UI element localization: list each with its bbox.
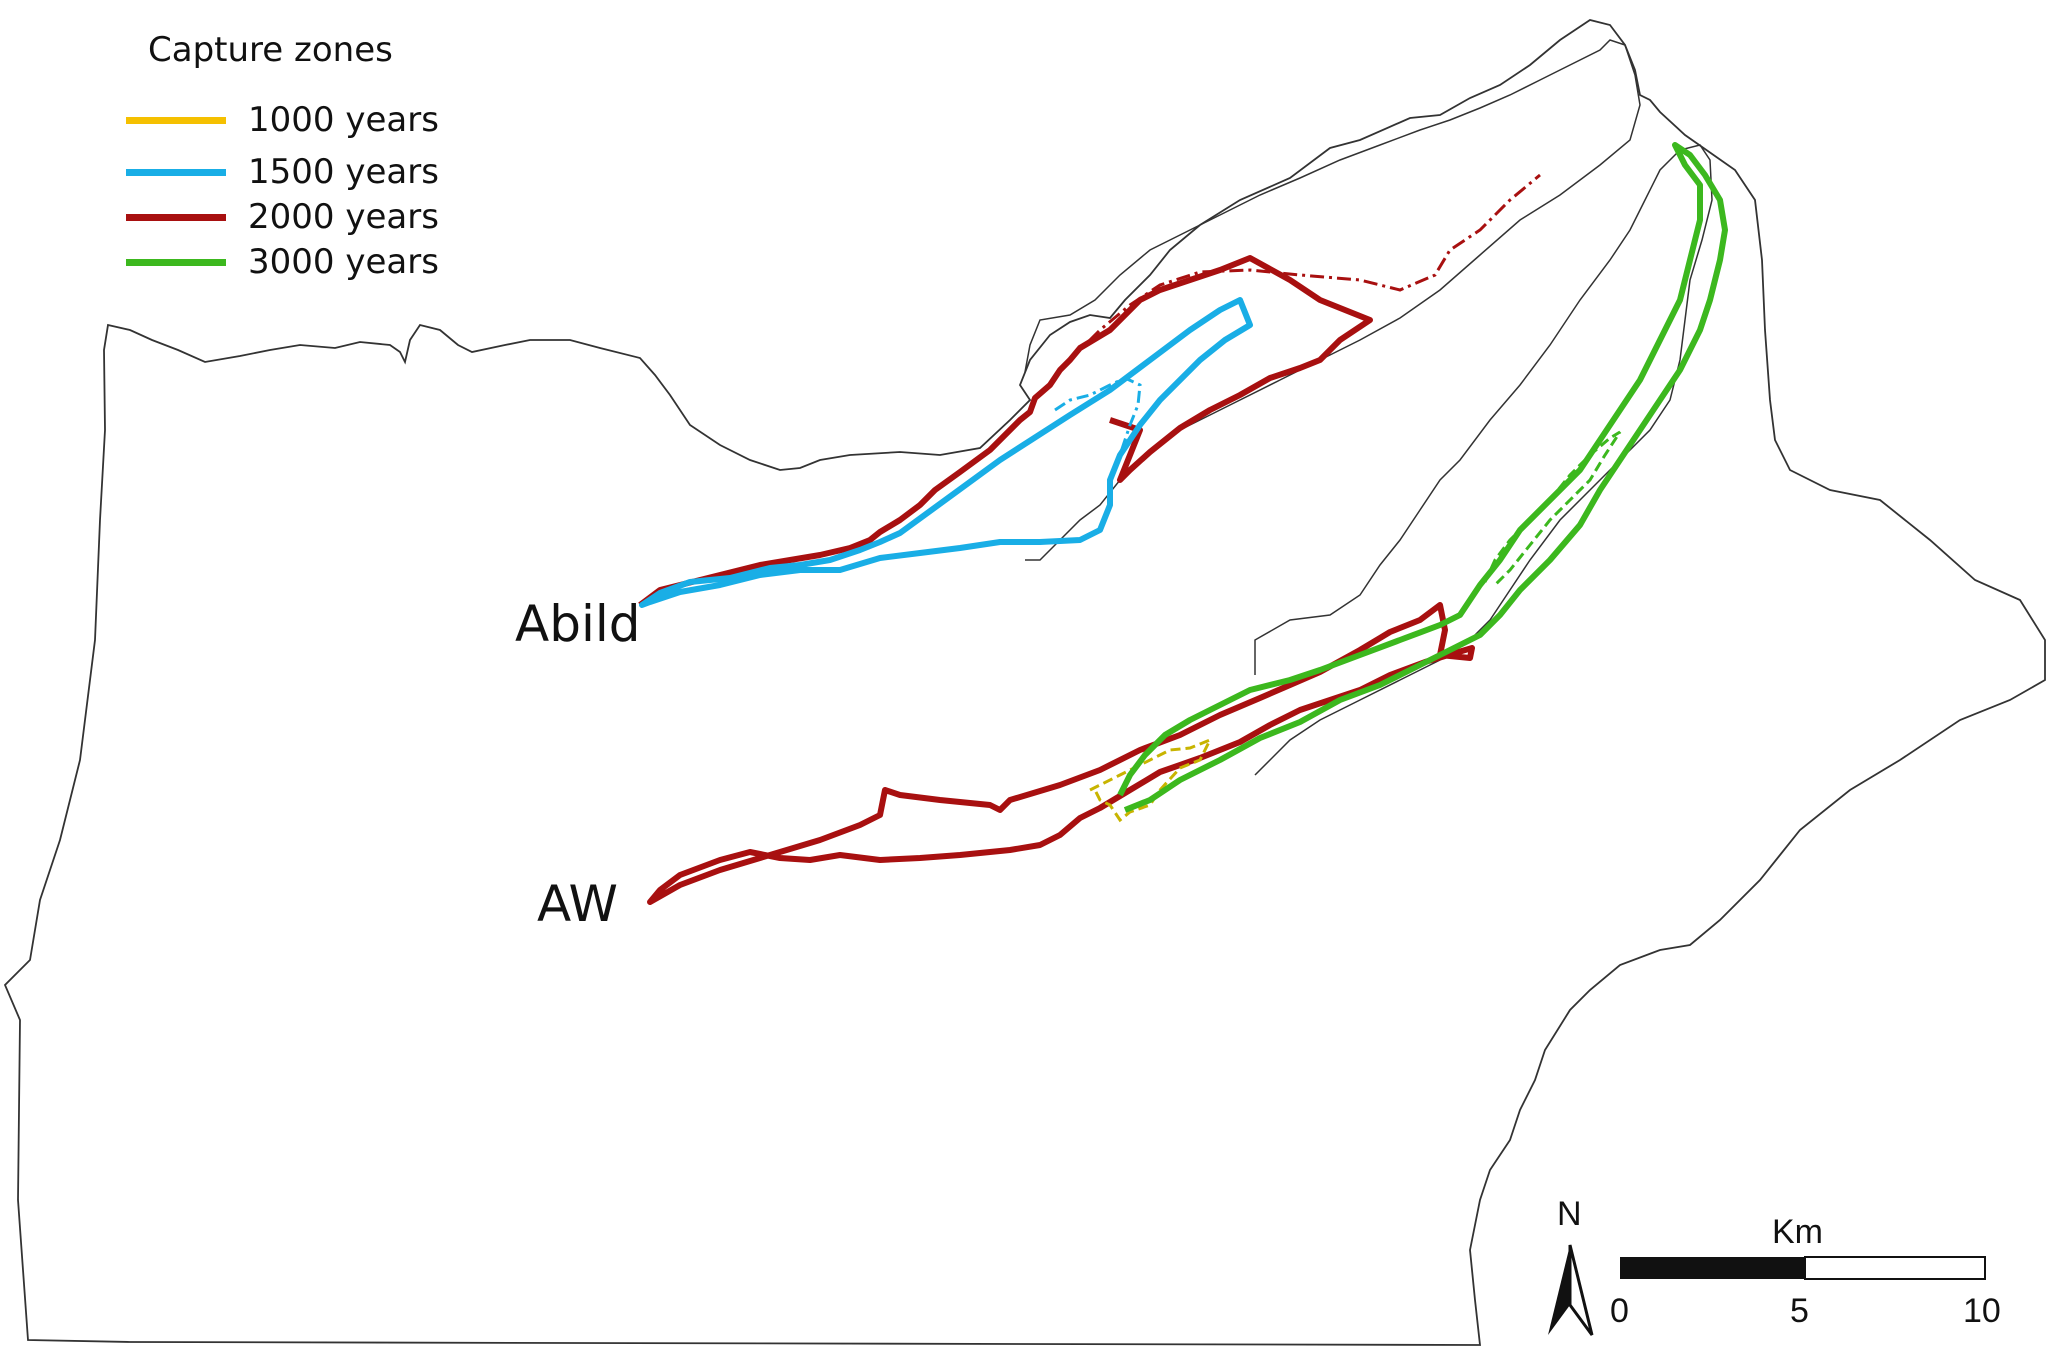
capture-zone-2000-abild-dashed (1068, 173, 1541, 362)
scale-bar: Km 0 5 10 (1610, 1213, 2001, 1330)
legend-item-2000: 2000 years (126, 195, 439, 239)
legend-label-3000: 3000 years (248, 242, 439, 282)
capture-zone-2000-aw (647, 602, 1475, 905)
lower-catchment-outline (1254, 144, 1713, 776)
legend-swatch-1500 (126, 168, 226, 176)
legend-item-3000: 3000 years (126, 240, 439, 284)
north-arrow-label: N (1557, 1195, 1582, 1233)
legend-label-2000: 2000 years (248, 197, 439, 237)
legend-label-1000: 1000 years (248, 100, 439, 140)
capture-zone-3000-aw-dashed (1483, 430, 1622, 587)
legend-swatch-2000 (126, 213, 226, 221)
legend-title: Capture zones (148, 30, 393, 70)
place-label-aw: AW (537, 875, 618, 933)
capture-zone-3000-aw (1117, 142, 1728, 813)
legend-item-1000: 1000 years (126, 98, 439, 142)
place-label-abild: Abild (515, 595, 641, 653)
capture-zone-1500-abild (639, 297, 1253, 608)
legend-item-1500: 1500 years (126, 150, 439, 194)
scale-bar-tick-0: 0 (1610, 1292, 1629, 1330)
capture-zone-1500-abild-dashed (1054, 376, 1142, 456)
scale-bar-light-segment (1804, 1256, 1986, 1280)
legend-label-1500: 1500 years (248, 152, 439, 192)
legend-swatch-1000 (126, 116, 226, 124)
scale-bar-dark-segment (1620, 1257, 1805, 1279)
study-area-boundary (3, 19, 2046, 1346)
scale-bar-tick-10: 10 (1963, 1292, 2001, 1330)
legend-swatch-3000 (126, 258, 226, 266)
capture-zone-1000-aw (1089, 737, 1214, 823)
capture-zone-2000-abild (638, 255, 1373, 608)
scale-bar-tick-5: 5 (1790, 1292, 1809, 1330)
north-arrow: N (1548, 1195, 1594, 1336)
upper-catchment-outline (1024, 39, 1641, 561)
scale-bar-unit: Km (1772, 1213, 1823, 1251)
